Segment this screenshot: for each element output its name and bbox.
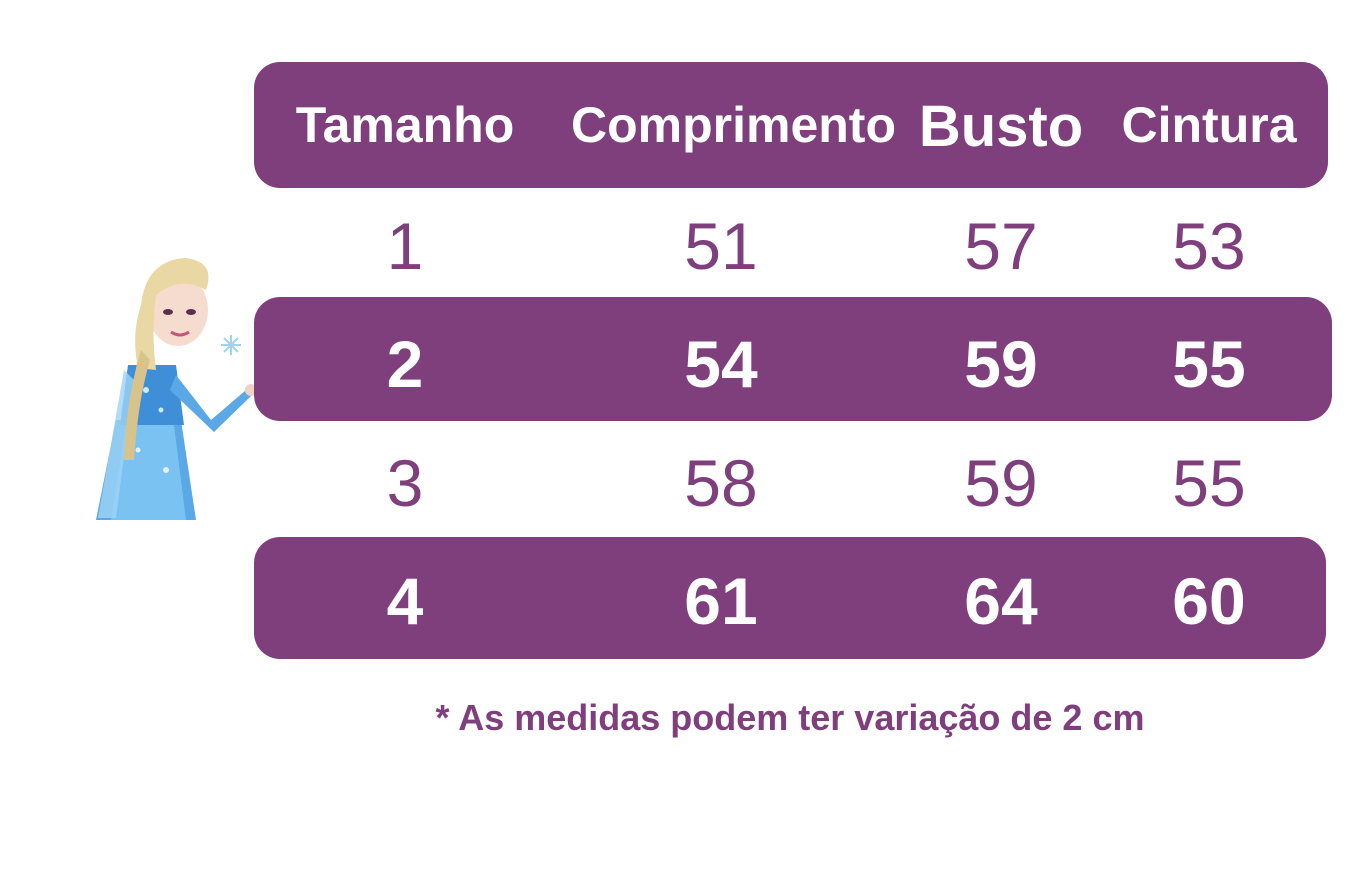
- cell-busto-4: 64: [964, 564, 1038, 638]
- row-band-4: [254, 537, 1326, 659]
- cell-cintura-2: 55: [1172, 327, 1246, 401]
- row-band-2: [254, 297, 1332, 421]
- cell-comprimento-3: 58: [684, 446, 758, 520]
- cell-comprimento-1: 51: [684, 209, 758, 283]
- princess-illustration: [96, 258, 257, 520]
- header-cintura: Cintura: [1121, 97, 1297, 153]
- header-tamanho: Tamanho: [295, 97, 515, 153]
- cell-comprimento-4: 61: [684, 564, 758, 638]
- header-band: [254, 62, 1328, 188]
- cell-tamanho-1: 1: [386, 209, 424, 283]
- cell-busto-1: 57: [964, 209, 1038, 283]
- header-comprimento: Comprimento: [571, 97, 896, 153]
- cell-tamanho-3: 3: [386, 446, 424, 520]
- cell-cintura-3: 55: [1172, 446, 1246, 520]
- cell-tamanho-2: 2: [386, 327, 424, 401]
- cell-busto-2: 59: [964, 327, 1038, 401]
- cell-comprimento-2: 54: [684, 327, 758, 401]
- cell-tamanho-4: 4: [386, 564, 424, 638]
- cell-busto-3: 59: [964, 446, 1038, 520]
- cell-cintura-1: 53: [1172, 209, 1246, 283]
- cell-cintura-4: 60: [1172, 564, 1246, 638]
- measurement-note: * As medidas podem ter variação de 2 cm: [435, 697, 1145, 738]
- header-busto: Busto: [918, 94, 1084, 159]
